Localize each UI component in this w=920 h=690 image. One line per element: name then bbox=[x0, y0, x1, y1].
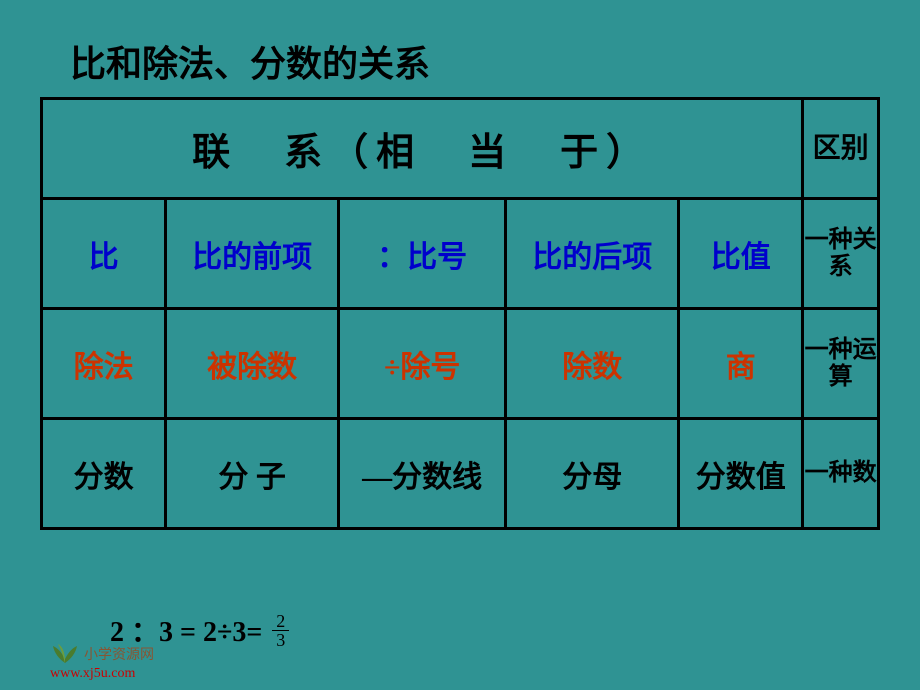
cell-frac-denominator: 分母 bbox=[506, 419, 679, 529]
cell-div-name: 除法 bbox=[42, 309, 166, 419]
fraction-numerator: 2 bbox=[272, 612, 289, 631]
cell-ratio-name: 比 bbox=[42, 199, 166, 309]
cell-ratio-value: 比值 bbox=[679, 199, 803, 309]
leaf-icon bbox=[50, 641, 80, 666]
cell-div-quotient: 商 bbox=[679, 309, 803, 419]
cell-frac-line: —分数线 bbox=[338, 419, 505, 529]
header-narrow: 区别 bbox=[803, 99, 879, 199]
page-title: 比和除法、分数的关系 bbox=[0, 0, 920, 97]
equation-fraction: 2 3 bbox=[272, 612, 289, 649]
table-row-division: 除法 被除数 ÷除号 除数 商 一种运算 bbox=[42, 309, 879, 419]
cell-ratio-diff: 一种关系 bbox=[803, 199, 879, 309]
table-row-ratio: 比 比的前项 ：比号 比的后项 比值 一种关系 bbox=[42, 199, 879, 309]
cell-div-dividend: 被除数 bbox=[166, 309, 339, 419]
table-header-row: 联 系（相 当 于） 区别 bbox=[42, 99, 879, 199]
header-merged: 联 系（相 当 于） bbox=[42, 99, 803, 199]
footer-logo-row: 小学资源网 bbox=[50, 641, 154, 666]
table-row-fraction: 分数 分 子 —分数线 分母 分数值 一种数 bbox=[42, 419, 879, 529]
cell-frac-value: 分数值 bbox=[679, 419, 803, 529]
cell-ratio-back: 比的后项 bbox=[506, 199, 679, 309]
cell-frac-numerator: 分 子 bbox=[166, 419, 339, 529]
footer: 小学资源网 www.xj5u.com bbox=[50, 641, 154, 682]
footer-site-name: 小学资源网 bbox=[84, 644, 154, 664]
footer-url: www.xj5u.com bbox=[50, 666, 154, 682]
cell-ratio-sign: ：比号 bbox=[338, 199, 505, 309]
cell-div-diff: 一种运算 bbox=[803, 309, 879, 419]
cell-frac-name: 分数 bbox=[42, 419, 166, 529]
comparison-table: 联 系（相 当 于） 区别 比 比的前项 ：比号 比的后项 比值 一种关系 除法… bbox=[40, 97, 880, 530]
cell-div-divisor: 除数 bbox=[506, 309, 679, 419]
cell-div-sign: ÷除号 bbox=[338, 309, 505, 419]
fraction-denominator: 3 bbox=[272, 631, 289, 649]
cell-frac-diff: 一种数 bbox=[803, 419, 879, 529]
cell-ratio-front: 比的前项 bbox=[166, 199, 339, 309]
